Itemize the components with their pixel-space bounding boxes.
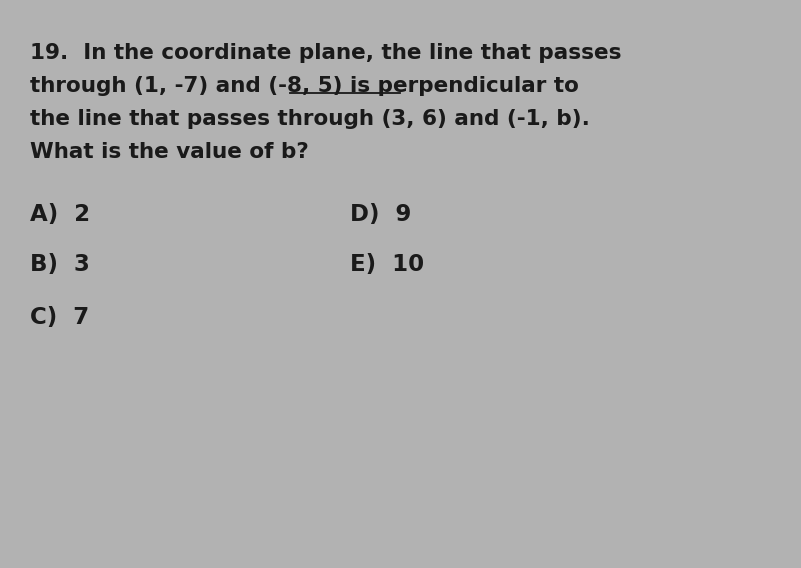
Text: D)  9: D) 9 bbox=[350, 203, 412, 226]
Text: the line that passes through (3, 6) and (-1, b).: the line that passes through (3, 6) and … bbox=[30, 109, 590, 129]
Text: 19.  In the coordinate plane, the line that passes: 19. In the coordinate plane, the line th… bbox=[30, 43, 622, 63]
Text: What is the value of b?: What is the value of b? bbox=[30, 142, 308, 162]
Text: through (1, -7) and (-8, 5) is perpendicular to: through (1, -7) and (-8, 5) is perpendic… bbox=[30, 76, 579, 96]
Text: E)  10: E) 10 bbox=[350, 253, 424, 276]
Text: B)  3: B) 3 bbox=[30, 253, 90, 276]
Text: C)  7: C) 7 bbox=[30, 306, 89, 329]
Text: A)  2: A) 2 bbox=[30, 203, 91, 226]
